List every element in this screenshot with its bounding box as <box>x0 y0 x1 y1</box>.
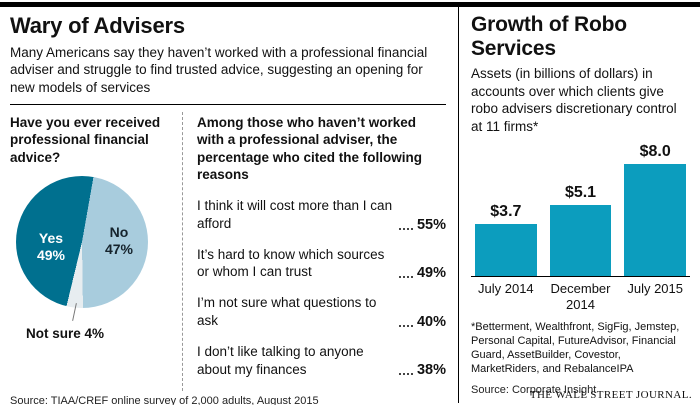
wsj-masthead: THE WALL STREET JOURNAL. <box>529 389 692 401</box>
pie-chart <box>16 176 148 309</box>
bar-axis-labels: July 2014 December 2014 July 2015 <box>471 281 690 312</box>
pie-yes-pct: 49% <box>36 247 66 264</box>
bar-chart: $3.7 $5.1 $8.0 <box>471 143 690 278</box>
reason-text: It’s hard to know which sources or whom … <box>197 246 385 280</box>
pie-question: Have you ever received professional fina… <box>10 114 161 165</box>
pie-label-yes: Yes 49% <box>28 230 74 264</box>
bar-value-label: $3.7 <box>490 203 522 221</box>
intro-divider-rule <box>10 103 446 105</box>
reason-item: It’s hard to know which sources or whom … <box>197 246 446 282</box>
dot-leader <box>399 276 413 279</box>
left-body: Have you ever received professional fina… <box>10 111 446 392</box>
pie-yes-text: Yes <box>38 230 64 247</box>
firms-footnote: *Betterment, Wealthfront, SigFig, Jemste… <box>471 320 680 375</box>
reasons-heading: Among those who haven’t worked with a pr… <box>197 114 423 183</box>
bar-category-label: December 2014 <box>550 281 611 312</box>
bar-category-label: July 2014 <box>478 281 534 297</box>
left-source: Source: TIAA/CREF online survey of 2,000… <box>10 395 319 405</box>
reason-text: I don’t like talking to anyone about my … <box>197 343 364 377</box>
top-rule <box>0 2 700 7</box>
right-section-title: Growth of Robo Services <box>471 13 627 60</box>
reason-item: I’m not sure what questions to ask 40% <box>197 294 446 330</box>
pie-no-text: No <box>109 224 129 241</box>
reason-pct: 49% <box>416 265 446 282</box>
dot-leader <box>399 324 413 327</box>
right-source: Source: Corporate Insight <box>471 383 597 396</box>
bar-value-label: $5.1 <box>564 184 597 202</box>
bar-group: $3.7 <box>475 203 537 277</box>
left-section-title: Wary of Advisers <box>10 13 185 38</box>
pie-label-no: No 47% <box>98 224 140 258</box>
pie-panel: Have you ever received professional fina… <box>10 112 180 392</box>
bar-value-label: $8.0 <box>639 143 671 161</box>
pie-label-notsure: Not sure 4% <box>26 326 105 342</box>
bar-category-label: July 2015 <box>627 281 683 297</box>
dot-leader <box>399 373 413 376</box>
bar <box>624 164 687 277</box>
left-intro-text: Many Americans say they haven’t worked w… <box>10 45 428 95</box>
reason-item: I don’t like talking to anyone about my … <box>197 343 446 379</box>
wary-of-advisers-section: Wary of Advisers Many Americans say they… <box>0 7 458 405</box>
reason-item: I think it will cost more than I can aff… <box>197 197 446 233</box>
pie-wrap: Yes 49% No 47% <box>16 176 150 322</box>
bar <box>475 224 537 277</box>
reason-pct: 38% <box>416 362 446 379</box>
reason-pct: 55% <box>416 216 446 233</box>
bar-group: $5.1 <box>549 184 612 277</box>
dot-leader <box>399 227 413 230</box>
reason-text: I think it will cost more than I can aff… <box>197 197 393 231</box>
columns: Wary of Advisers Many Americans say they… <box>0 7 700 405</box>
bar-group: $8.0 <box>624 143 687 277</box>
bar <box>549 205 612 277</box>
reason-pct: 40% <box>416 313 446 330</box>
robo-services-section: Growth of Robo Services Assets (in billi… <box>458 7 700 403</box>
reasons-panel: Among those who haven’t worked with a pr… <box>182 111 446 392</box>
reason-text: I’m not sure what questions to ask <box>197 295 377 329</box>
pie-no-pct: 47% <box>104 241 134 258</box>
right-subtitle: Assets (in billions of dollars) in accou… <box>471 66 677 134</box>
